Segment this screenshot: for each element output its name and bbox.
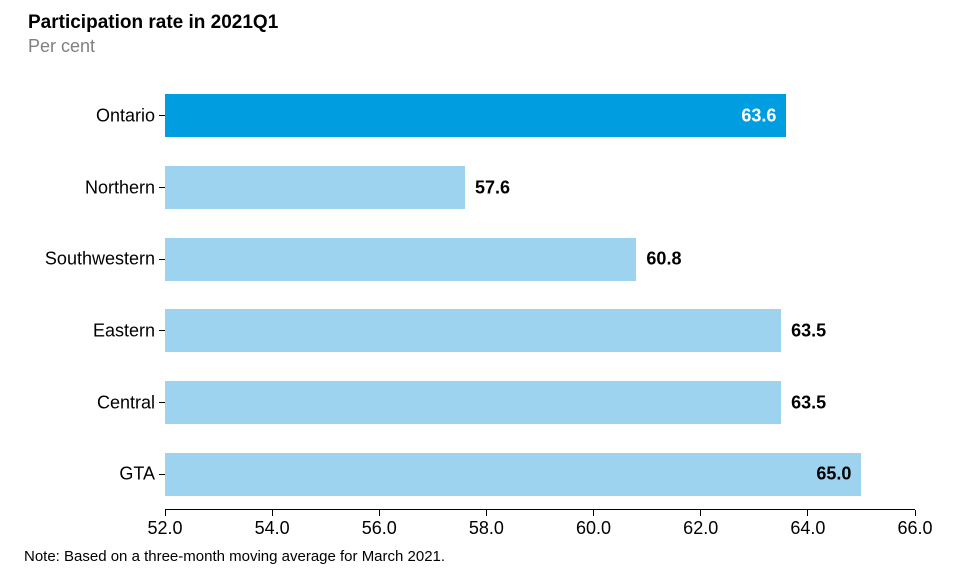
y-axis-category-label: GTA: [119, 464, 165, 485]
bar-value-label: 63.6: [741, 105, 776, 126]
plot-area: 52.054.056.058.060.062.064.066.0Ontario6…: [165, 80, 915, 510]
x-axis-tick-label: 54.0: [255, 518, 290, 539]
chart-title: Participation rate in 2021Q1: [28, 12, 278, 34]
x-axis-tick-label: 58.0: [469, 518, 504, 539]
x-axis-tick-label: 64.0: [790, 518, 825, 539]
bar-value-label: 60.8: [646, 249, 681, 270]
bar-value-label: 63.5: [791, 320, 826, 341]
x-axis-tick: [165, 510, 166, 516]
y-axis-category-label: Eastern: [93, 320, 165, 341]
x-axis-tick-label: 62.0: [683, 518, 718, 539]
x-axis-tick-label: 60.0: [576, 518, 611, 539]
chart-footnote: Note: Based on a three-month moving aver…: [24, 548, 445, 565]
bar: 63.5: [165, 309, 781, 352]
bar: 60.8: [165, 238, 636, 281]
chart-subtitle: Per cent: [28, 36, 95, 57]
chart-container: Participation rate in 2021Q1 Per cent 52…: [0, 0, 960, 578]
x-axis-tick: [486, 510, 487, 516]
bar-value-label: 65.0: [816, 464, 851, 485]
x-axis-tick-label: 52.0: [147, 518, 182, 539]
x-axis-tick: [272, 510, 273, 516]
y-axis-category-label: Central: [97, 392, 165, 413]
bar: 63.5: [165, 381, 781, 424]
x-axis-tick: [700, 510, 701, 516]
x-axis-tick: [807, 510, 808, 516]
bar-value-label: 57.6: [475, 177, 510, 198]
x-axis-tick: [379, 510, 380, 516]
x-axis-tick: [915, 510, 916, 516]
x-axis-tick: [593, 510, 594, 516]
y-axis-category-label: Northern: [85, 177, 165, 198]
x-axis-baseline: [165, 509, 915, 510]
x-axis-tick-label: 56.0: [362, 518, 397, 539]
bar: 63.6: [165, 94, 786, 137]
y-axis-category-label: Southwestern: [45, 249, 165, 270]
bar-value-label: 63.5: [791, 392, 826, 413]
bar: 65.0: [165, 453, 861, 496]
x-axis-tick-label: 66.0: [897, 518, 932, 539]
bar: 57.6: [165, 166, 465, 209]
y-axis-category-label: Ontario: [96, 105, 165, 126]
